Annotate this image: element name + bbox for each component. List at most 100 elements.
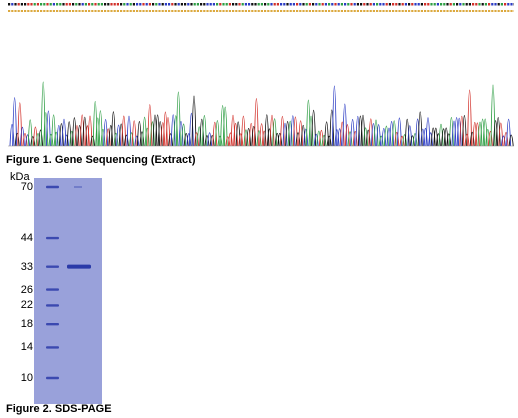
base-call-tick [318,3,321,6]
trace-peak [303,128,309,147]
trace-peak [35,132,41,147]
translation-tick [340,10,343,12]
trace-peak [87,115,93,147]
marker-label: 44 [20,232,33,245]
translation-tick [478,10,481,12]
base-call-tick [40,3,43,6]
trace-peak [368,118,374,147]
base-call-tick [289,3,292,6]
trace-peak [342,103,348,147]
trace-peak [14,132,20,147]
trace-peak [188,112,194,147]
translation-tick [94,10,97,12]
base-call-tick [136,3,139,6]
base-call-tick [158,3,161,6]
base-call-tick [497,3,500,6]
trace-peak [136,121,142,147]
translation-tick [283,10,286,12]
ladder-band [46,236,59,240]
base-call-tick [110,3,113,6]
translation-tick [24,10,27,12]
translation-tick [62,10,65,12]
base-call-tick [200,3,203,6]
trace-peak [144,127,150,147]
trace-peak [428,132,434,147]
gene-sequencing-figure: Figure 1. Gene Sequencing (Extract) [0,0,518,168]
ladder-band [46,288,59,291]
base-call-tick [408,3,411,6]
base-call-tick [430,3,433,6]
trace-peak [58,123,64,147]
base-call-tick [491,3,494,6]
figure2-caption: Figure 2. SDS-PAGE [6,403,112,415]
translation-tick [334,10,337,12]
translation-tick [68,10,71,12]
trace-peak [277,132,283,147]
base-call-tick [296,3,299,6]
translation-tick [251,10,254,12]
translation-tick [507,10,510,12]
base-call-tick [372,3,375,6]
trace-peak [485,129,491,147]
translation-tick [276,10,279,12]
translation-tick [411,10,414,12]
trace-peak [441,128,447,147]
translation-tick [414,10,417,12]
trace-peak [469,131,475,147]
translation-tick [280,10,283,12]
trace-peak [321,135,327,147]
base-call-tick [452,3,455,6]
marker-label: 10 [20,372,33,384]
base-call-tick [299,3,302,6]
trace-peak [347,131,353,147]
trace-peak [259,123,265,147]
translation-tick [324,10,327,12]
base-call-tick [203,3,206,6]
trace-peak [53,131,59,147]
base-call-tick [315,3,318,6]
trace-peak [230,114,236,147]
base-call-tick [97,3,100,6]
trace-peak [370,123,376,147]
trace-peak [201,115,207,147]
translation-tick [184,10,187,12]
base-call-tick [139,3,142,6]
translation-tick [264,10,267,12]
translation-tick [136,10,139,12]
trace-peak [209,135,215,147]
translation-tick [254,10,257,12]
base-call-tick [228,3,231,6]
trace-peak [69,130,75,147]
base-call-tick [161,3,164,6]
translation-tick [270,10,273,12]
translation-tick [420,10,423,12]
translation-tick [177,10,180,12]
translation-tick [238,10,241,12]
base-call-tick [65,3,68,6]
translation-tick [449,10,452,12]
translation-tick [206,10,209,12]
translation-tick [59,10,62,12]
trace-peak [287,120,293,147]
translation-tick [404,10,407,12]
trace-peak [233,122,239,147]
trace-peak [168,133,174,147]
trace-peak [243,129,249,147]
base-call-tick [190,3,193,6]
translation-tick [436,10,439,12]
trace-peak [123,134,129,147]
translation-tick [56,10,59,12]
trace-peak [313,133,319,147]
trace-peak [186,133,192,147]
trace-peak [402,134,408,147]
base-call-tick [366,3,369,6]
trace-peak [448,117,454,147]
base-call-tick [180,3,183,6]
translation-tick [52,10,55,12]
base-call-tick [411,3,414,6]
translation-tick [139,10,142,12]
translation-tick [152,10,155,12]
translation-tick [372,10,375,12]
trace-peak [100,128,106,147]
base-call-tick [235,3,238,6]
